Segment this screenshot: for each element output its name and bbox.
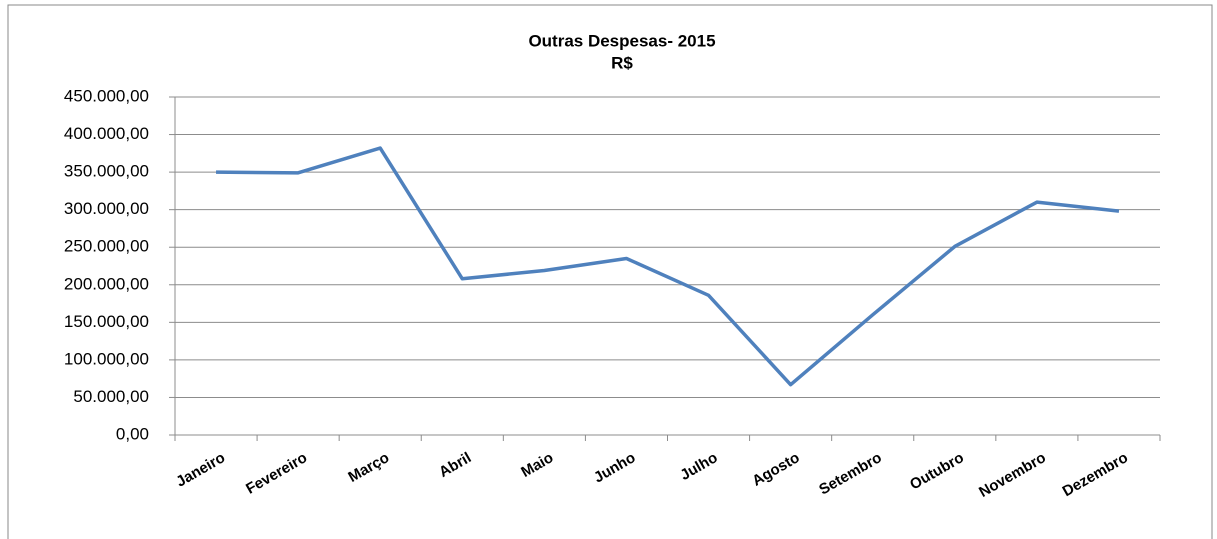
y-tick-label: 350.000,00 bbox=[64, 162, 149, 181]
chart-subtitle: R$ bbox=[611, 53, 633, 72]
y-tick-label: 50.000,00 bbox=[73, 387, 149, 406]
chart-border bbox=[7, 4, 1213, 539]
line-series bbox=[216, 146, 1120, 387]
y-tick-label: 250.000,00 bbox=[64, 237, 149, 256]
chart-title: Outras Despesas- 2015 bbox=[528, 31, 715, 50]
y-tick-label: 150.000,00 bbox=[64, 312, 149, 331]
y-tick-label: 400.000,00 bbox=[64, 124, 149, 143]
y-tick-label: 100.000,00 bbox=[64, 349, 149, 368]
y-tick-label: 300.000,00 bbox=[64, 199, 149, 218]
y-tick-label: 200.000,00 bbox=[64, 274, 149, 293]
y-tick-label: 0,00 bbox=[116, 424, 149, 443]
y-tick-label: 450.000,00 bbox=[64, 86, 149, 105]
